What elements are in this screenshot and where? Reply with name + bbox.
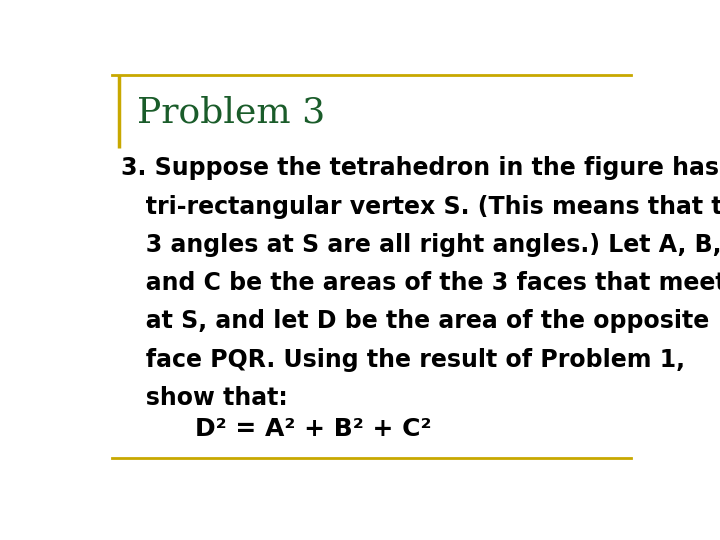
Text: D² = A² + B² + C²: D² = A² + B² + C² <box>195 417 431 441</box>
Text: at S, and let D be the area of the opposite: at S, and let D be the area of the oppos… <box>121 309 709 333</box>
Text: tri-rectangular vertex S. (This means that the: tri-rectangular vertex S. (This means th… <box>121 194 720 219</box>
Text: and C be the areas of the 3 faces that meet: and C be the areas of the 3 faces that m… <box>121 271 720 295</box>
Text: 3 angles at S are all right angles.) Let A, B,: 3 angles at S are all right angles.) Let… <box>121 233 720 257</box>
Text: 3. Suppose the tetrahedron in the figure has a: 3. Suppose the tetrahedron in the figure… <box>121 156 720 180</box>
Text: show that:: show that: <box>121 386 287 410</box>
Text: face PQR. Using the result of Problem 1,: face PQR. Using the result of Problem 1, <box>121 348 685 372</box>
Text: Problem 3: Problem 3 <box>138 96 325 130</box>
